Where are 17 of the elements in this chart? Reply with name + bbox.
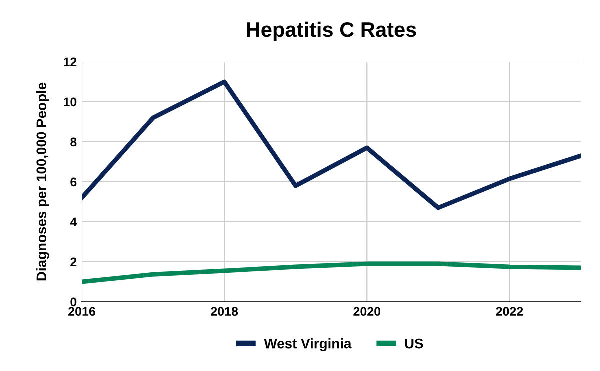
line-series bbox=[82, 262, 581, 284]
y-tick-label: 8 bbox=[70, 138, 77, 147]
y-tick-label: 0 bbox=[70, 298, 77, 307]
y-axis-title: Diagnoses per 100,000 People bbox=[36, 82, 50, 281]
legend-label: US bbox=[405, 338, 424, 349]
y-tick-label: 6 bbox=[70, 178, 77, 187]
y-tick-label: 4 bbox=[70, 218, 78, 227]
legend-label: West Virginia bbox=[264, 338, 352, 352]
x-tick-label: 2022 bbox=[496, 307, 524, 316]
y-tick-label: 10 bbox=[64, 98, 77, 107]
x-tick-label: 2018 bbox=[211, 307, 238, 316]
x-tick-label: 2020 bbox=[354, 307, 381, 316]
y-tick-label: 2 bbox=[70, 258, 77, 267]
line-series bbox=[82, 80, 581, 210]
y-tick-label: 12 bbox=[64, 58, 77, 67]
x-tick-label: 2016 bbox=[68, 307, 96, 316]
chart-title: Hepatitis C Rates bbox=[247, 22, 416, 42]
